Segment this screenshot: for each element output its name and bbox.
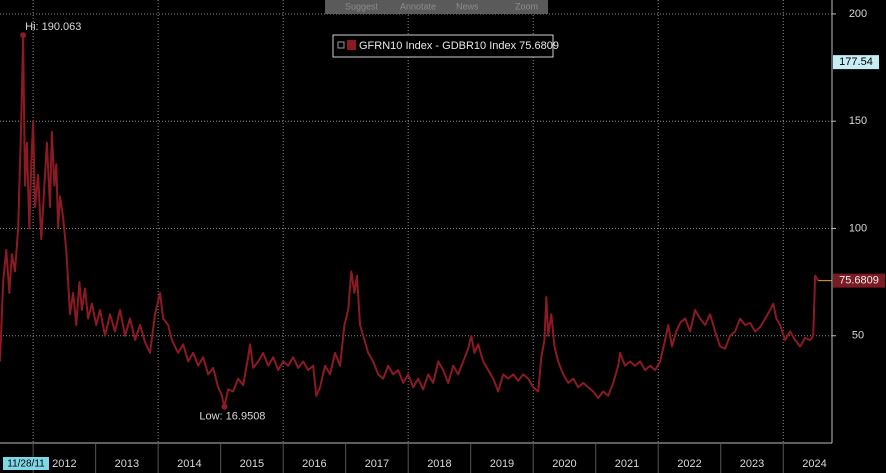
x-tick-label: 2012 (52, 458, 76, 470)
toolbar: Suggest Annotate News Zoom (325, 0, 548, 14)
y-tick-label: 50 (852, 330, 864, 342)
plot: Hi: 190.063 Low: 16.9508 (0, 21, 832, 423)
x-tick-label: 2024 (802, 458, 826, 470)
toolbar-button[interactable]: Zoom (515, 1, 538, 11)
legend: GFRN10 Index - GDBR10 Index 75.6809 (332, 34, 559, 58)
x-tick-label: 2016 (302, 458, 326, 470)
y-tick-label: 100 (849, 222, 867, 234)
x-tick-label: 2013 (115, 458, 139, 470)
legend-toggle[interactable] (337, 41, 345, 49)
high-point (20, 32, 27, 39)
x-tick-label: 2022 (677, 458, 701, 470)
x-tick-label: 2020 (552, 458, 576, 470)
start-date-label: 11/28/11 (7, 459, 45, 470)
grid (0, 0, 832, 443)
last-value-label: 75.6809 (839, 275, 879, 287)
legend-swatch (347, 40, 356, 50)
y-tick-label: 150 (849, 115, 867, 127)
x-tick-label: 2021 (615, 458, 639, 470)
high-label: Hi: 190.063 (25, 21, 81, 33)
toolbar-button[interactable]: News (456, 1, 479, 11)
x-tick-label: 2015 (240, 458, 264, 470)
y-tick-label: 200 (849, 8, 867, 20)
series-line (0, 34, 820, 408)
marker-box (833, 55, 879, 70)
toolbar-bg (325, 0, 548, 14)
low-point (221, 403, 228, 410)
low-label: Low: 16.9508 (199, 411, 265, 423)
toolbar-button[interactable]: Suggest (345, 1, 379, 11)
legend-box (332, 34, 554, 58)
last-value-box (833, 273, 885, 288)
x-tick-label: 2023 (740, 458, 764, 470)
toolbar-button[interactable]: Annotate (400, 1, 436, 11)
start-date-box (3, 457, 49, 470)
marker-label: 177.54 (839, 56, 873, 68)
x-tick-label: 2018 (427, 458, 451, 470)
x-tick-label: 2019 (490, 458, 514, 470)
legend-label: GFRN10 Index - GDBR10 Index 75.6809 (359, 40, 559, 52)
x-tick-label: 2017 (365, 458, 389, 470)
x-axis-band (0, 443, 886, 473)
x-tick-label: 2014 (177, 458, 201, 470)
